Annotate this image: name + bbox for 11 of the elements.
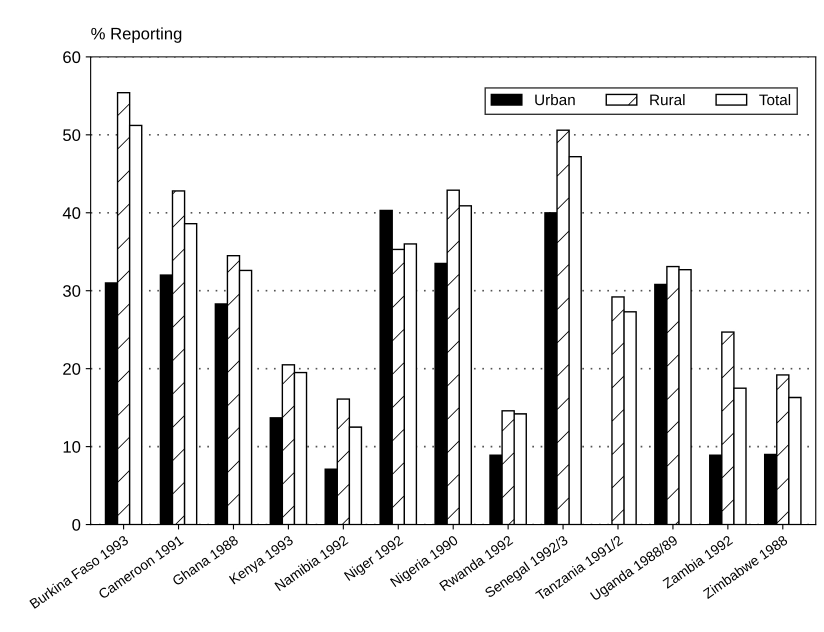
legend-label: Urban xyxy=(535,94,575,106)
y-tick-label: 10 xyxy=(64,441,80,453)
y-tick-label: 40 xyxy=(62,207,80,219)
y-tick-label: 20 xyxy=(63,363,80,375)
legend-label: Total xyxy=(759,94,790,106)
legend-label: Rural xyxy=(650,94,685,106)
y-tick-label: 0 xyxy=(72,518,80,531)
y-axis-title: % Reporting xyxy=(91,27,182,43)
y-tick-label: 50 xyxy=(63,129,80,142)
y-tick-label: 30 xyxy=(63,285,80,297)
y-tick-label: 60 xyxy=(63,51,80,64)
